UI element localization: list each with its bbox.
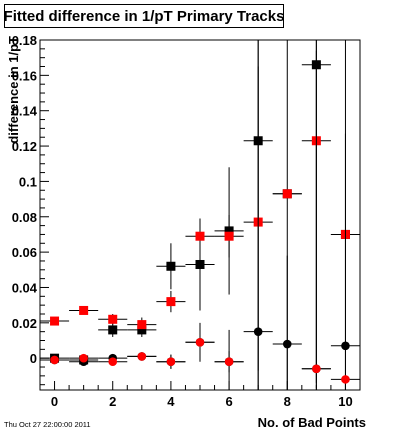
square-marker — [79, 305, 89, 315]
square-marker — [166, 261, 176, 271]
circle-marker — [341, 341, 350, 351]
y-tick-label: 0.08 — [12, 210, 37, 225]
circle-marker — [195, 337, 205, 347]
y-tick-label: 0.04 — [12, 280, 38, 295]
circle-marker — [282, 339, 292, 349]
labels-layer: 0 2 4 6 8 10 0 0.02 0.04 0.06 0.08 0.1 0.12 0.14 0.16 0… — [6, 33, 366, 430]
timestamp-footer: Thu Oct 27 22:00:00 2011 — [4, 420, 91, 429]
circle-marker — [166, 357, 176, 367]
y-tick-label: 0.1 — [19, 174, 37, 189]
square-marker — [282, 189, 292, 199]
data-point — [127, 352, 157, 361]
circle-marker — [341, 375, 350, 384]
circle-marker — [50, 355, 59, 365]
circle-marker — [79, 353, 88, 363]
y-tick-label: 0.16 — [12, 68, 37, 83]
square-marker — [50, 316, 60, 326]
data-point — [156, 243, 186, 290]
square-marker — [166, 297, 176, 307]
square-marker — [195, 259, 205, 269]
x-tick-label: 10 — [338, 394, 352, 409]
chart-title: Fitted difference in 1/pT Primary Tracks — [4, 4, 284, 28]
data-point — [214, 351, 244, 373]
square-marker — [195, 231, 205, 241]
data-point — [98, 357, 128, 367]
circle-marker — [108, 357, 118, 367]
square-marker — [108, 314, 118, 324]
data-point — [185, 331, 215, 353]
square-marker — [137, 320, 147, 330]
data-point — [98, 322, 128, 337]
data-point — [272, 255, 302, 390]
y-tick-label: 0 — [30, 351, 37, 366]
x-axis-label: No. of Bad Points — [258, 415, 366, 430]
data-point — [69, 353, 99, 363]
y-tick-label: 0.06 — [12, 245, 37, 260]
x-tick-label: 8 — [284, 394, 291, 409]
x-tick-label: 2 — [109, 394, 116, 409]
data-point — [127, 317, 157, 332]
y-tick-label: 0.02 — [12, 316, 37, 331]
y-axis-label: difference in 1/pT — [6, 36, 21, 144]
data-point — [301, 364, 331, 374]
data-point — [156, 291, 186, 313]
ticks-layer — [40, 39, 346, 390]
data-point — [301, 50, 331, 390]
data-point — [98, 313, 128, 325]
marks-layer — [40, 40, 360, 390]
circle-marker — [312, 364, 321, 374]
data-point — [69, 305, 99, 315]
y-tick-label: 0.18 — [12, 33, 37, 48]
x-tick-label: 0 — [51, 394, 58, 409]
circle-marker — [253, 327, 263, 336]
data-point — [156, 354, 186, 369]
square-marker — [224, 231, 234, 241]
data-point — [40, 355, 70, 365]
data-point — [243, 66, 273, 390]
y-tick-label: 0.12 — [12, 139, 37, 154]
square-marker — [108, 325, 118, 335]
data-point — [330, 375, 360, 384]
x-tick-label: 4 — [167, 394, 175, 409]
data-point — [330, 133, 360, 390]
data-point — [40, 316, 70, 326]
data-point — [214, 215, 244, 258]
circle-marker — [224, 357, 234, 367]
x-tick-label: 6 — [225, 394, 232, 409]
data-point — [185, 218, 215, 254]
circle-marker — [137, 352, 147, 361]
data-point — [272, 189, 302, 199]
y-tick-label: 0.14 — [12, 104, 38, 119]
